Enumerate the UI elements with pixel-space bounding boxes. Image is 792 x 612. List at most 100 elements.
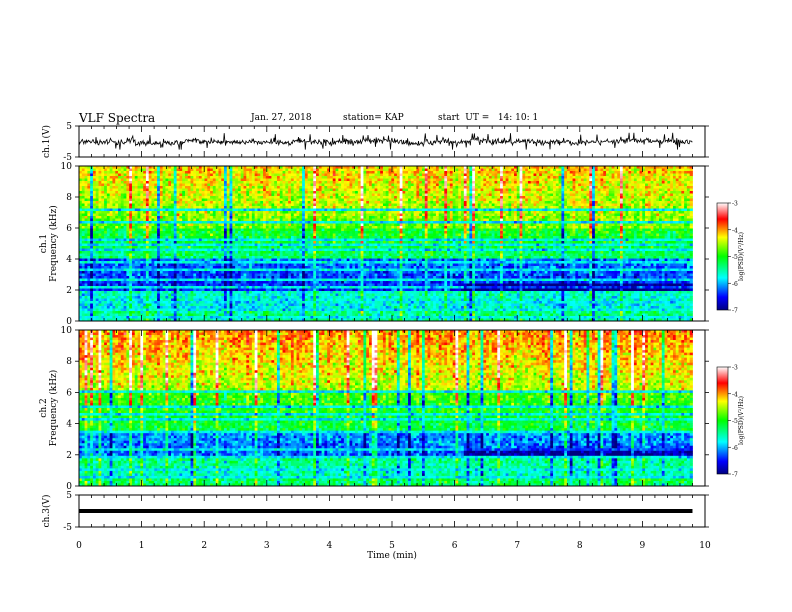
spectrogram-cell <box>274 309 277 312</box>
spectrogram-cell <box>271 241 274 244</box>
spectrogram-cell <box>152 301 155 304</box>
spectrogram-cell <box>165 286 168 289</box>
spectrogram-cell <box>221 244 224 247</box>
spectrogram-cell <box>146 226 149 229</box>
spectrogram-cell <box>160 271 163 274</box>
spectrogram-cell <box>182 254 185 257</box>
spectrogram-cell <box>93 194 96 197</box>
spectrogram-cell <box>216 216 219 219</box>
spectrogram-cell <box>93 289 96 292</box>
spectrogram-cell <box>221 261 224 264</box>
spectrogram-cell <box>266 294 269 297</box>
spectrogram-cell <box>249 281 252 284</box>
spectrogram-cell <box>115 244 118 247</box>
spectrogram-cell <box>249 251 252 254</box>
spectrogram-cell <box>87 246 90 249</box>
spectrogram-cell <box>174 314 177 317</box>
spectrogram-cell <box>154 219 157 222</box>
spectrogram-cell <box>260 304 263 307</box>
spectrogram-cell <box>249 264 252 267</box>
spectrogram-cell <box>297 206 300 209</box>
spectrogram-cell <box>285 219 288 222</box>
spectrogram-cell <box>196 239 199 242</box>
spectrogram-cell <box>280 284 283 287</box>
spectrogram-cell <box>288 271 291 274</box>
spectrogram-cell <box>291 281 294 284</box>
spectrogram-cell <box>235 209 238 212</box>
spectrogram-cell <box>191 189 194 192</box>
spectrogram-cell <box>93 209 96 212</box>
spectrogram-cell <box>191 259 194 262</box>
spectrogram-cell <box>182 211 185 214</box>
spectrogram-cell <box>160 274 163 277</box>
spectrogram-cell <box>188 179 191 182</box>
spectrogram-cell <box>249 316 252 319</box>
spectrogram-cell <box>241 276 244 279</box>
spectrogram-cell <box>118 289 121 292</box>
spectrogram-cell <box>118 269 121 272</box>
spectrogram-cell <box>269 274 272 277</box>
spectrogram-cell <box>132 206 135 209</box>
spectrogram-cell <box>118 219 121 222</box>
spectrogram-cell <box>193 264 196 267</box>
spectrogram-cell <box>269 191 272 194</box>
spectrogram-cell <box>285 214 288 217</box>
spectrogram-cell <box>227 214 230 217</box>
spectrogram-cell <box>99 241 102 244</box>
spectrogram-cell <box>177 201 180 204</box>
spectrogram-cell <box>280 236 283 239</box>
spectrogram-cell <box>87 204 90 207</box>
spectrogram-cell <box>285 169 288 172</box>
spectrogram-cell <box>121 246 124 249</box>
spectrogram-cell <box>260 231 263 234</box>
spectrogram-cell <box>177 309 180 312</box>
spectrogram-cell <box>199 224 202 227</box>
spectrogram-cell <box>182 264 185 267</box>
spectrogram-cell <box>274 186 277 189</box>
spectrogram-cell <box>157 169 160 172</box>
spectrogram-cell <box>221 171 224 174</box>
spectrogram-cell <box>269 239 272 242</box>
spectrogram-cell <box>280 286 283 289</box>
spectrogram-cell <box>135 306 138 309</box>
spectrogram-cell <box>244 289 247 292</box>
spectrogram-cell <box>249 221 252 224</box>
spectrogram-cell <box>152 311 155 314</box>
spectrogram-cell <box>154 234 157 237</box>
spectrogram-cell <box>165 206 168 209</box>
spectrogram-cell <box>271 281 274 284</box>
spectrogram-cell <box>177 261 180 264</box>
spectrogram-cell <box>299 256 302 259</box>
spectrogram-cell <box>185 271 188 274</box>
spectrogram-cell <box>230 231 233 234</box>
spectrogram-cell <box>163 229 166 232</box>
spectrogram-cell <box>230 249 233 252</box>
spectrogram-cell <box>249 231 252 234</box>
spectrogram-cell <box>302 244 305 247</box>
spectrogram-cell <box>280 186 283 189</box>
spectrogram-cell <box>297 194 300 197</box>
spectrogram-cell <box>160 191 163 194</box>
spectrogram-cell <box>160 229 163 232</box>
spectrogram-cell <box>82 269 85 272</box>
spectrogram-cell <box>297 174 300 177</box>
spectrogram-cell <box>132 289 135 292</box>
spectrogram-cell <box>157 246 160 249</box>
spectrogram-cell <box>249 261 252 264</box>
spectrogram-cell <box>271 179 274 182</box>
spectrogram-cell <box>202 246 205 249</box>
spectrogram-cell <box>121 206 124 209</box>
spectrogram-cell <box>132 249 135 252</box>
spectrogram-cell <box>294 309 297 312</box>
spectrogram-cell <box>129 301 132 304</box>
spectrogram-cell <box>140 196 143 199</box>
spectrogram-cell <box>291 239 294 242</box>
spectrogram-cell <box>191 204 194 207</box>
spectrogram-cell <box>129 311 132 314</box>
spectrogram-cell <box>135 314 138 317</box>
spectrogram-cell <box>168 259 171 262</box>
spectrogram-cell <box>302 186 305 189</box>
spectrogram-cell <box>140 266 143 269</box>
spectrogram-cell <box>163 256 166 259</box>
spectrogram-cell <box>291 236 294 239</box>
